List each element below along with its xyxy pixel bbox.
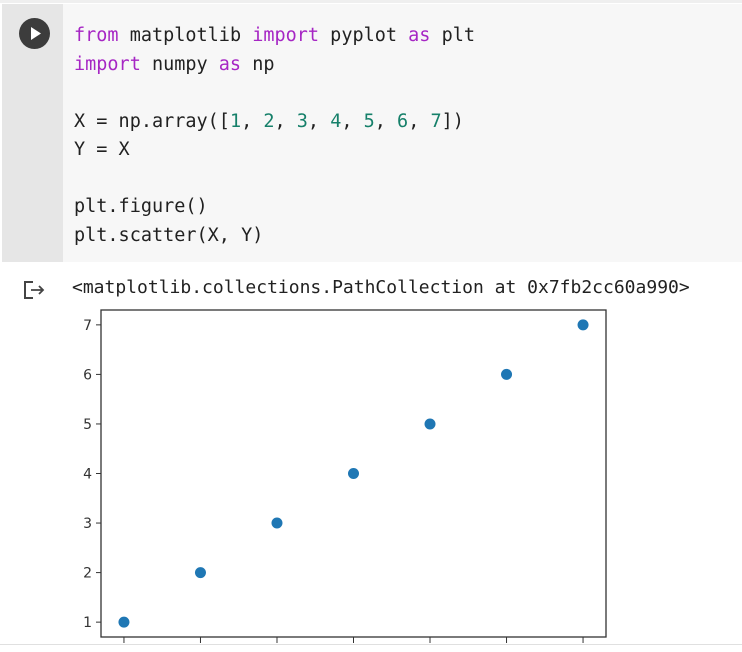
code-token: , [408,110,431,132]
scatter-point [348,468,359,479]
output-arrow-icon [24,281,45,299]
code-token: , [274,110,297,132]
code-line: import numpy as np [74,51,475,80]
y-tick-label: 5 [83,417,92,433]
code-line: from matplotlib import pyplot as plt [74,22,475,51]
code-keyword: import [252,25,320,46]
code-token: X = np.array([ [74,110,230,132]
code-keyword: as [218,53,242,75]
code-line: X = np.array([1, 2, 3, 4, 5, 6, 7]) [74,108,475,137]
code-token: plt [430,25,475,46]
y-tick-label: 2 [83,566,92,582]
code-line: Y = X [74,136,475,165]
code-number: 2 [263,110,275,132]
scatter-point [501,368,513,380]
code-number: 1 [229,110,242,132]
code-token: plt.figure() [74,196,208,217]
y-tick-label: 3 [83,516,92,532]
run-cell-button[interactable] [19,18,50,49]
cell-top-border [0,0,742,3]
code-token: , [374,110,398,132]
code-token: pyplot [319,25,409,46]
output-text: <matplotlib.collections.PathCollection a… [72,277,690,298]
scatter-point [118,616,130,628]
code-line [74,165,475,194]
code-token: np [241,53,275,75]
y-tick-label: 6 [83,367,92,383]
code-keyword: as [408,25,431,46]
code-line: plt.figure() [74,193,475,222]
play-icon [31,27,41,40]
code-token: , [341,110,364,132]
code-token: ]) [441,110,464,132]
cell-bottom-border [0,644,742,645]
y-tick-label: 4 [83,467,92,483]
code-keyword: from [74,25,119,46]
scatter-point [194,567,206,579]
y-tick-label: 7 [83,318,92,334]
code-number: 7 [430,110,442,132]
code-keyword: import [74,53,141,75]
code-token: , [307,110,331,132]
scatter-point [271,517,283,529]
scatter-plot: 1 2 3 4 5 6 7 [83,309,607,643]
cell-gutter [2,4,63,262]
code-number: 5 [363,110,375,132]
code-token: matplotlib [118,25,253,46]
code-token: plt.scatter(X, Y) [74,224,264,246]
code-token: Y = X [74,139,130,160]
code-cell[interactable]: from matplotlib import pyplot as plt impo… [2,4,742,262]
y-tick-label: 1 [83,615,92,631]
code-editor[interactable]: from matplotlib import pyplot as plt impo… [74,22,475,250]
code-line: plt.scatter(X, Y) [74,222,475,251]
code-token: , [241,110,264,132]
scatter-point [577,319,589,331]
code-number: 4 [330,110,342,132]
scatter-point [424,418,436,430]
code-number: 3 [296,110,308,132]
code-token: numpy [140,53,219,75]
code-line [74,79,475,108]
code-number: 6 [397,110,409,132]
